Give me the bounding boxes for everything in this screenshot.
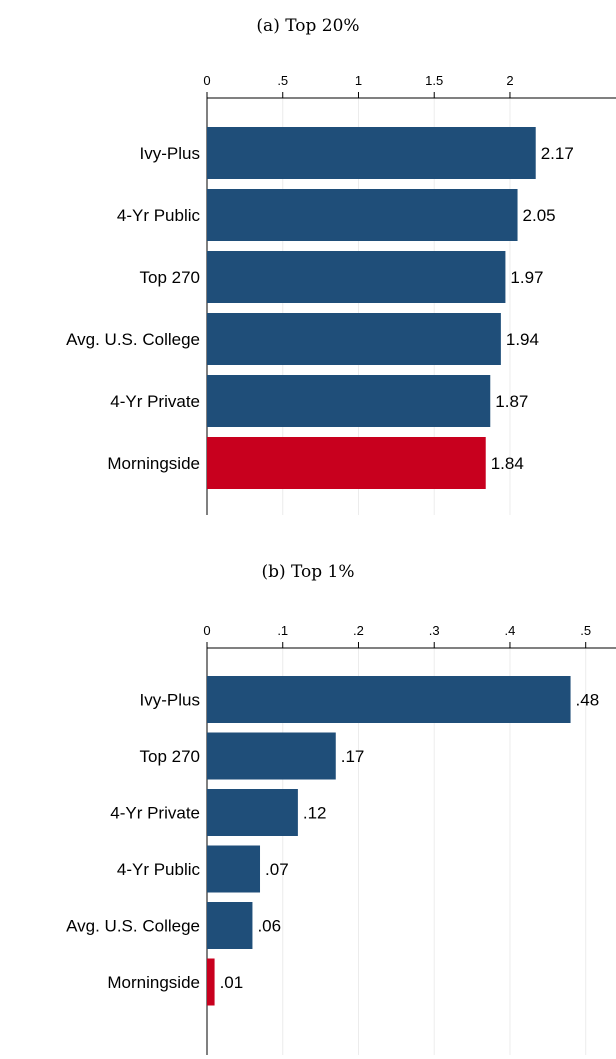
value-label: 1.84 bbox=[491, 454, 524, 473]
bar bbox=[207, 313, 501, 365]
chart-panel-top-1: (b) Top 1% 0 .1 .2 .3 .4 .5 Ivy-Plus .48 Top 270… bbox=[0, 550, 616, 1059]
category-label: Avg. U.S. College bbox=[66, 917, 200, 936]
x-tick-label: .1 bbox=[277, 623, 288, 638]
value-label: .06 bbox=[257, 917, 281, 936]
category-label: Ivy-Plus bbox=[140, 144, 200, 163]
category-label: Top 270 bbox=[140, 268, 201, 287]
value-label: .07 bbox=[265, 860, 289, 879]
bar-chart: 0 .1 .2 .3 .4 .5 Ivy-Plus .48 Top 270 .17 4-Yr Pri… bbox=[66, 623, 616, 1055]
x-tick-label: .2 bbox=[353, 623, 364, 638]
category-label: Avg. U.S. College bbox=[66, 330, 200, 349]
chart-panel-top-20: (a) Top 20% 0 .5 1 1.5 2 Ivy-Plus 2.17 4-Yr Pub… bbox=[66, 16, 616, 515]
x-tick-label: 0 bbox=[203, 73, 210, 88]
x-tick-label: 1.5 bbox=[425, 73, 443, 88]
value-label: 2.05 bbox=[523, 206, 556, 225]
value-label: .01 bbox=[220, 973, 244, 992]
bar bbox=[207, 251, 506, 303]
chart-title: (b) Top 1% bbox=[261, 562, 355, 582]
bar bbox=[207, 375, 491, 427]
value-label: .12 bbox=[303, 804, 327, 823]
bar bbox=[207, 676, 571, 723]
value-label: 1.87 bbox=[495, 392, 528, 411]
x-tick-label: 2 bbox=[506, 73, 513, 88]
x-tick-label: .5 bbox=[580, 623, 591, 638]
category-label: 4-Yr Public bbox=[117, 860, 201, 879]
x-tick-label: 0 bbox=[203, 623, 210, 638]
x-tick-label: .4 bbox=[505, 623, 516, 638]
category-label: 4-Yr Private bbox=[110, 804, 200, 823]
category-label: 4-Yr Public bbox=[117, 206, 201, 225]
category-label: Morningside bbox=[107, 973, 200, 992]
category-label: Top 270 bbox=[140, 747, 201, 766]
x-tick-label: .3 bbox=[429, 623, 440, 638]
category-label: 4-Yr Private bbox=[110, 392, 200, 411]
x-tick-label: 1 bbox=[355, 73, 362, 88]
chart-title: (a) Top 20% bbox=[256, 16, 360, 36]
bar bbox=[207, 845, 261, 893]
bar bbox=[207, 958, 215, 1006]
bar bbox=[207, 732, 336, 780]
category-label: Ivy-Plus bbox=[140, 691, 200, 710]
bar-chart: 0 .5 1 1.5 2 Ivy-Plus 2.17 4-Yr Public 2.05 Top 2… bbox=[66, 73, 616, 515]
bar bbox=[207, 127, 536, 179]
bar bbox=[207, 902, 253, 949]
x-tick-label: .5 bbox=[277, 73, 288, 88]
bar bbox=[207, 789, 298, 836]
value-label: 2.17 bbox=[541, 144, 574, 163]
value-label: 1.97 bbox=[510, 268, 543, 287]
bar bbox=[207, 189, 518, 241]
value-label: 1.94 bbox=[506, 330, 539, 349]
bar bbox=[207, 437, 486, 489]
value-label: .48 bbox=[576, 691, 600, 710]
category-label: Morningside bbox=[107, 454, 200, 473]
value-label: .17 bbox=[341, 747, 365, 766]
